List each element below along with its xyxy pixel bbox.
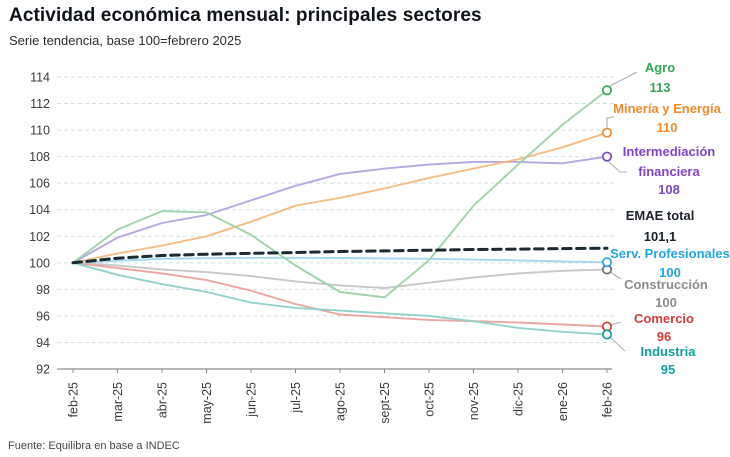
x-tick-label: feb-26	[601, 382, 615, 417]
y-tick-label: 102	[29, 230, 50, 244]
series-endpoint-industria	[601, 329, 613, 340]
y-tick-label: 106	[29, 177, 50, 191]
series-label-serv-profesionales: Serv. Profesionales	[610, 246, 730, 261]
source-note: Fuente: Equilibra en base a INDEC	[8, 440, 180, 452]
series-value-intermediacion-financiera: 108	[658, 182, 680, 197]
x-tick-label: jul-25	[289, 382, 303, 414]
series-value-construccion: 100	[655, 295, 677, 310]
y-tick-label: 96	[36, 309, 50, 323]
series-label-industria: Industria	[641, 344, 697, 359]
series-line-serv-profesionales	[72, 256, 608, 264]
series-endpoint-intermediacion-financiera	[601, 151, 613, 162]
series-line-comercio	[72, 261, 608, 328]
leader-line-comercio	[609, 321, 622, 326]
series-value-mineria-energia: 110	[657, 120, 678, 135]
leader-line-agro	[609, 71, 638, 87]
series-label-mineria-energia: Minería y Energía	[613, 101, 721, 116]
y-tick-label: 114	[30, 71, 50, 85]
x-tick-label: dic-25	[512, 382, 526, 416]
series-line-industria	[72, 261, 608, 336]
y-tick-label: 104	[29, 203, 50, 217]
series-line-construccion	[72, 261, 608, 289]
x-tick-label: oct-25	[423, 382, 437, 417]
series-value-comercio: 96	[657, 329, 671, 344]
series-value-agro: 113	[650, 80, 671, 95]
series-label-agro: Agro	[645, 60, 675, 75]
x-tick-label: abr-25	[156, 382, 170, 418]
leader-line-construccion	[609, 271, 622, 280]
series-endpoint-agro	[601, 85, 613, 96]
y-tick-label: 110	[30, 124, 50, 138]
y-tick-label: 94	[36, 336, 50, 350]
y-tick-label: 98	[36, 283, 50, 297]
series-line-mineria-energia	[72, 131, 608, 264]
leader-line-industria	[609, 336, 626, 352]
series-label-emae-total: EMAE total	[626, 208, 695, 223]
x-tick-label: nov-25	[467, 382, 481, 420]
series-value-industria: 95	[661, 362, 675, 377]
series-label-construccion: Construcción	[624, 277, 708, 292]
series-line-agro	[72, 89, 608, 299]
series-label-intermediacion-financiera: financiera	[638, 164, 700, 179]
series-label-comercio: Comercio	[634, 311, 694, 326]
series-endpoint-mineria-energia	[601, 127, 613, 138]
y-tick-label: 92	[36, 363, 50, 377]
x-tick-label: sept-25	[378, 382, 392, 424]
chart-subtitle: Serie tendencia, base 100=febrero 2025	[9, 33, 242, 48]
series-value-emae-total: 101,1	[644, 229, 677, 244]
leader-line-intermediacion-financiera	[608, 161, 627, 173]
x-tick-label: mar-25	[111, 382, 125, 422]
y-tick-label: 108	[29, 150, 50, 164]
x-tick-label: ago-25	[334, 382, 348, 421]
series-line-emae-total	[71, 246, 609, 265]
y-tick-label: 112	[30, 97, 50, 111]
page-title: Actividad económica mensual: principales…	[9, 5, 482, 26]
series-endpoint-serv-profesionales	[601, 257, 613, 268]
x-tick-label: feb-25	[67, 382, 81, 417]
series-value-serv-profesionales: 100	[659, 265, 681, 280]
series-label-intermediacion-financiera: Intermediación	[623, 144, 716, 159]
x-tick-label: may-25	[200, 382, 214, 424]
x-tick-label: jun-25	[245, 382, 259, 418]
leader-line-mineria-energia	[606, 116, 615, 130]
y-tick-label: 100	[29, 256, 50, 270]
series-line-intermediacion-financiera	[72, 155, 608, 264]
x-tick-label: ene-26	[556, 382, 570, 421]
